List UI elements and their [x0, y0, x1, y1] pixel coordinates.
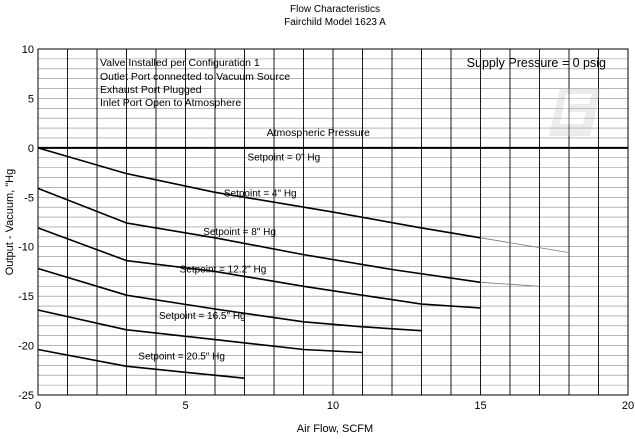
note-line-1: Valve Installed per Configuration 1: [100, 57, 260, 69]
series-line: [37, 348, 245, 379]
note-line-4: Inlet Port Open to Atmosphere: [100, 97, 241, 109]
series-label: Setpoint = 20.5" Hg: [138, 351, 225, 362]
x-axis-label: Air Flow, SCFM: [297, 423, 373, 435]
series-group: Setpoint = 0" Hg Setpoint = 4" Hg Setpoint…: [37, 147, 570, 379]
x-tick-label: 10: [327, 400, 339, 412]
series-label: Setpoint = 16.5" Hg: [159, 311, 246, 322]
y-tick-label: -5: [24, 192, 34, 204]
atmospheric-pressure-label: Atmospheric Pressure: [267, 127, 370, 139]
series-5: Setpoint = 16.5" Hg: [37, 309, 363, 354]
y-tick-label: 10: [22, 44, 34, 56]
series-6: Setpoint = 20.5" Hg: [37, 348, 245, 379]
series-2: Setpoint = 4" Hg: [37, 187, 540, 287]
series-line: [37, 309, 363, 354]
note-line-2: Outlet Port connected to Vacuum Source: [100, 71, 290, 83]
y-tick-label: -15: [18, 291, 34, 303]
y-tick-label: 5: [28, 93, 34, 105]
x-tick-label: 5: [182, 400, 188, 412]
series-label: Setpoint = 0" Hg: [247, 153, 320, 164]
series-line: [37, 147, 481, 239]
series-line: [37, 187, 481, 284]
x-tick-label: 0: [35, 400, 41, 412]
grid: [38, 48, 628, 396]
y-tick-label: -10: [18, 242, 34, 254]
note-line-3: Exhaust Port Plugged: [100, 84, 202, 96]
series-3: Setpoint = 8" Hg: [37, 227, 481, 309]
fairchild-logo-watermark: [549, 88, 601, 136]
series-label: Setpoint = 4" Hg: [224, 188, 297, 199]
series-extension-line: [480, 237, 570, 253]
x-tick-label: 20: [622, 400, 634, 412]
y-tick-label: -20: [18, 341, 34, 353]
y-tick-label: 0: [28, 143, 34, 155]
series-line: [37, 267, 422, 332]
series-label: Setpoint = 12.2" Hg: [180, 264, 267, 275]
supply-pressure-label: Supply Pressure = 0 psig: [467, 56, 606, 70]
series-extension-line: [480, 281, 540, 287]
config-notes: Valve Installed per Configuration 1 Outl…: [100, 57, 290, 109]
y-tick-labels: -25 -20 -15 -10 -5 0 5 10: [18, 44, 34, 402]
series-label: Setpoint = 8" Hg: [203, 227, 276, 238]
x-tick-label: 15: [474, 400, 486, 412]
plot-frame: [37, 48, 629, 396]
chart-title: Flow Characteristics: [290, 4, 380, 15]
series-1: Setpoint = 0" Hg: [37, 147, 570, 253]
y-tick-label: -25: [18, 390, 34, 402]
chart-subtitle: Fairchild Model 1623 A: [284, 17, 386, 28]
series-4: Setpoint = 12.2" Hg: [37, 264, 422, 332]
x-tick-labels: 0 5 10 15 20: [35, 400, 634, 412]
series-line: [37, 227, 481, 309]
y-axis-label: Output - Vacuum, "Hg: [4, 169, 16, 275]
